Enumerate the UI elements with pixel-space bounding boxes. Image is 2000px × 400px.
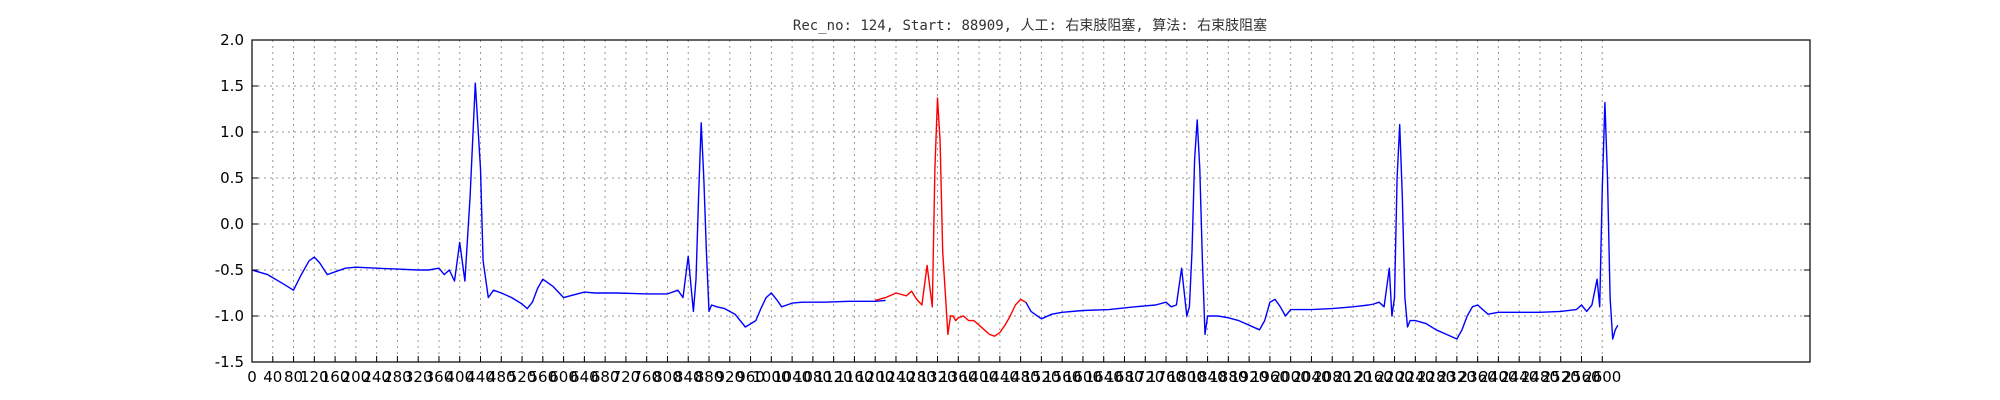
chart-title: Rec_no: 124, Start: 88909, 人工: 右束肢阻塞, 算法…: [793, 17, 1267, 34]
x-axis-ticks: 0 40 8012016020024028032036040044048052056…: [247, 356, 1621, 386]
ecg-series-line-2: [875, 97, 1027, 337]
x-tick-label: 1400: [960, 368, 998, 386]
y-tick-label: 1.5: [220, 77, 244, 95]
x-tick-label: 1640: [1085, 368, 1123, 386]
x-tick-label: 2600: [1583, 368, 1621, 386]
x-tick-label: 1720: [1126, 368, 1164, 386]
x-tick-label: 1840: [1188, 368, 1226, 386]
x-tick-label: 760: [632, 368, 661, 386]
x-tick-label: 1320: [918, 368, 956, 386]
x-tick-label: 120: [300, 368, 329, 386]
x-tick-label: 280: [383, 368, 412, 386]
x-tick-label: 1040: [773, 368, 811, 386]
y-tick-label: -1.0: [215, 307, 244, 325]
x-tick-label: 360: [425, 368, 454, 386]
x-tick-label: 2240: [1396, 368, 1434, 386]
x-tick-label: 2560: [1562, 368, 1600, 386]
x-tick-label: 600: [549, 368, 578, 386]
x-tick-label: 40: [263, 368, 282, 386]
x-tick-label: 840: [674, 368, 703, 386]
x-tick-label: 1480: [1002, 368, 1040, 386]
x-tick-label: 1360: [939, 368, 977, 386]
x-tick-label: 520: [508, 368, 537, 386]
x-tick-label: 2520: [1542, 368, 1580, 386]
series-layer: [251, 82, 1619, 340]
x-tick-label: 2120: [1334, 368, 1372, 386]
y-tick-label: 2.0: [220, 31, 244, 49]
x-tick-label: 160: [321, 368, 350, 386]
ecg-series-line-3: [1025, 101, 1619, 340]
y-tick-label: -1.5: [215, 353, 244, 371]
x-tick-label: 440: [466, 368, 495, 386]
x-tick-label: 2400: [1479, 368, 1517, 386]
x-tick-label: 2480: [1521, 368, 1559, 386]
x-tick-label: 2200: [1375, 368, 1413, 386]
x-gridlines: [251, 40, 1603, 362]
x-tick-label: 2440: [1500, 368, 1538, 386]
x-tick-label: 480: [487, 368, 516, 386]
x-tick-label: 80: [284, 368, 303, 386]
x-tick-label: 240: [362, 368, 391, 386]
y-tick-label: -0.5: [215, 261, 244, 279]
x-tick-label: 1240: [877, 368, 915, 386]
x-tick-label: 1280: [898, 368, 936, 386]
x-tick-label: 880: [695, 368, 724, 386]
x-tick-label: 2040: [1292, 368, 1330, 386]
x-tick-label: 1440: [981, 368, 1019, 386]
y-tick-label: 1.0: [220, 123, 244, 141]
ecg-series-line-1: [251, 82, 886, 328]
x-tick-label: 1560: [1043, 368, 1081, 386]
x-tick-label: 1000: [752, 368, 790, 386]
x-tick-label: 2320: [1438, 368, 1476, 386]
plot-frame: [251, 39, 1811, 363]
x-tick-label: 0: [247, 368, 257, 386]
x-tick-label: 1880: [1209, 368, 1247, 386]
y-tick-label: 0.0: [220, 215, 244, 233]
x-tick-label: 1600: [1064, 368, 1102, 386]
x-tick-label: 1120: [815, 368, 853, 386]
y-tick-label: 0.5: [220, 169, 244, 187]
x-tick-label: 1520: [1022, 368, 1060, 386]
x-tick-label: 200: [342, 368, 371, 386]
x-tick-label: 1760: [1147, 368, 1185, 386]
x-tick-label: 2080: [1313, 368, 1351, 386]
x-tick-label: 1080: [794, 368, 832, 386]
x-tick-label: 1200: [856, 368, 894, 386]
x-tick-label: 920: [715, 368, 744, 386]
x-tick-label: 560: [529, 368, 558, 386]
x-tick-label: 1800: [1168, 368, 1206, 386]
x-tick-label: 2160: [1355, 368, 1393, 386]
x-tick-label: 1680: [1105, 368, 1143, 386]
y-axis-ticks: 2.0 1.5 1.0 0.5 0.0 -0.5 -1.0 -1.5: [215, 31, 1810, 371]
x-tick-label: 1920: [1230, 368, 1268, 386]
x-tick-label: 400: [445, 368, 474, 386]
x-tick-label: 640: [570, 368, 599, 386]
x-tick-label: 1960: [1251, 368, 1289, 386]
x-tick-label: 960: [736, 368, 765, 386]
x-tick-label: 720: [612, 368, 641, 386]
y-gridlines: [252, 39, 1810, 363]
x-tick-label: 680: [591, 368, 620, 386]
x-tick-label: 2000: [1272, 368, 1310, 386]
x-tick-label: 2280: [1417, 368, 1455, 386]
x-tick-label: 2360: [1459, 368, 1497, 386]
x-tick-label: 1160: [835, 368, 873, 386]
x-tick-label: 320: [404, 368, 433, 386]
x-tick-label: 800: [653, 368, 682, 386]
